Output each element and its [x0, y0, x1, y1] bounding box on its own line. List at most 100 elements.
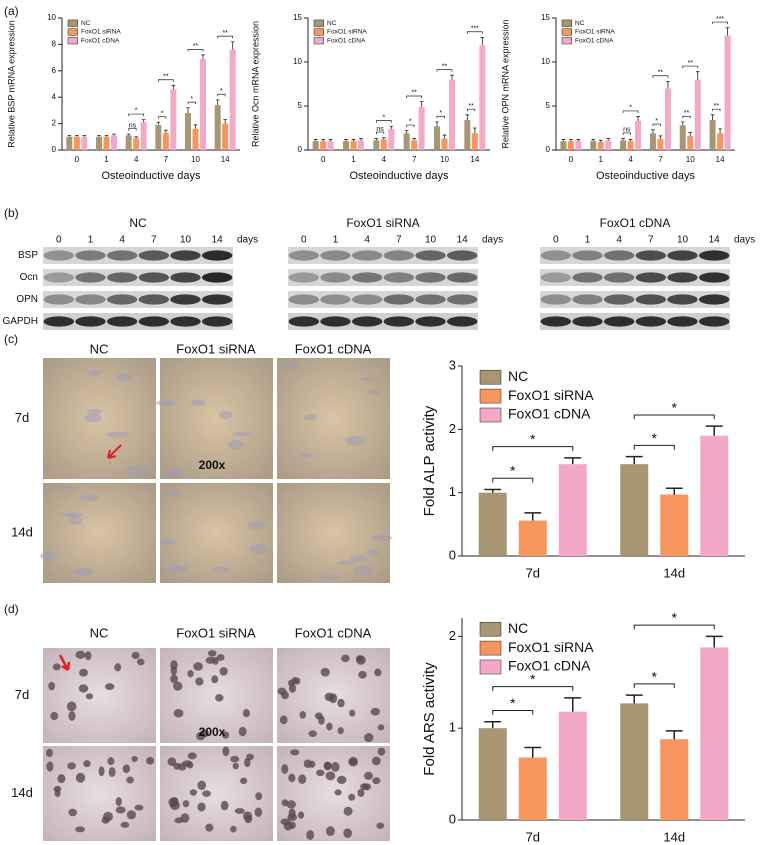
micrograph-row-label: 14d — [11, 524, 33, 539]
cell — [288, 773, 296, 783]
bar — [717, 133, 724, 150]
legend-swatch — [313, 37, 324, 45]
bar — [200, 58, 206, 150]
significance-label: ns — [376, 126, 384, 133]
bar — [575, 141, 582, 150]
cell — [286, 800, 296, 809]
cell — [325, 771, 336, 781]
cell — [350, 555, 369, 562]
significance-label: * — [510, 695, 516, 711]
blot-band — [383, 272, 415, 283]
bar — [125, 135, 132, 150]
cell — [234, 807, 245, 814]
cell — [46, 748, 53, 758]
cell — [60, 512, 83, 518]
cell — [101, 816, 110, 824]
bar — [320, 141, 327, 150]
lane-label: 1 — [88, 235, 94, 246]
cell — [105, 683, 115, 690]
cell — [75, 826, 85, 833]
significance-bracket — [633, 683, 675, 689]
error-bar — [718, 128, 722, 134]
blot-band — [698, 294, 730, 305]
blot-band — [170, 250, 201, 261]
cell — [211, 675, 219, 684]
lane-label: 4 — [364, 235, 370, 246]
significance-bracket — [466, 31, 483, 34]
cell — [298, 453, 313, 458]
blot-band — [288, 250, 320, 261]
bar — [155, 124, 162, 150]
bar — [518, 757, 547, 820]
cell — [287, 813, 298, 822]
bar — [222, 123, 229, 150]
significance-label: ns — [129, 122, 137, 129]
blot-band — [635, 294, 667, 305]
cell — [242, 708, 250, 718]
x-tick-label: 7 — [658, 155, 663, 164]
error-bar — [480, 36, 485, 46]
bar — [567, 141, 574, 150]
cell — [343, 806, 353, 816]
bar — [694, 79, 701, 150]
cell — [336, 775, 347, 785]
significance-label: ** — [684, 110, 690, 117]
blot-band — [75, 316, 106, 327]
bar — [558, 711, 587, 820]
blot-band — [106, 316, 138, 327]
arrow — [107, 444, 122, 459]
significance-label: ** — [714, 103, 720, 110]
significance-bracket — [652, 123, 661, 127]
cell — [304, 414, 318, 421]
error-bar — [164, 129, 168, 133]
x-tick-label: 7 — [412, 155, 417, 164]
significance-label: ** — [163, 73, 169, 80]
legend-swatch — [479, 640, 502, 656]
y-tick-label: 2 — [449, 421, 456, 436]
legend-label: FoxO1 cDNA — [81, 37, 120, 44]
blot-band — [572, 294, 603, 305]
blot-band — [540, 272, 572, 283]
bar — [96, 136, 102, 150]
cell — [107, 757, 115, 766]
bar — [111, 135, 117, 150]
significance-bracket — [466, 108, 476, 112]
cell — [187, 752, 197, 760]
bar — [388, 128, 395, 150]
blot-band — [43, 316, 75, 327]
blot-band — [43, 272, 75, 283]
blot-band — [415, 272, 446, 283]
y-tick-label: 15 — [293, 13, 302, 22]
cell — [297, 811, 305, 819]
bar — [350, 141, 357, 150]
cell — [170, 674, 178, 684]
bar — [449, 79, 455, 150]
cell — [337, 698, 345, 708]
bar — [620, 703, 649, 820]
bar — [103, 136, 110, 150]
legend-label: FoxO1 siRNA — [508, 639, 594, 655]
cell — [136, 658, 145, 666]
blot-band — [170, 272, 201, 283]
bar — [560, 141, 567, 150]
bar — [479, 45, 486, 150]
cell — [281, 764, 289, 774]
x-tick-label: 14d — [663, 829, 685, 844]
bar — [73, 136, 80, 150]
error-bar — [473, 127, 477, 134]
blot-band — [635, 272, 667, 283]
legend-label: NC — [508, 368, 528, 384]
blot-band — [75, 272, 106, 283]
x-tick-label: 10 — [686, 155, 695, 164]
error-bar — [126, 133, 131, 136]
cell — [357, 788, 365, 797]
magnification: 200x — [199, 725, 226, 739]
x-tick-label: 1 — [351, 155, 356, 164]
cell — [85, 693, 94, 700]
arrow — [58, 654, 71, 672]
bar — [312, 141, 319, 150]
cell — [86, 409, 103, 415]
significance-label: ns — [623, 127, 631, 134]
bar — [418, 106, 425, 150]
blot-band — [383, 294, 415, 305]
